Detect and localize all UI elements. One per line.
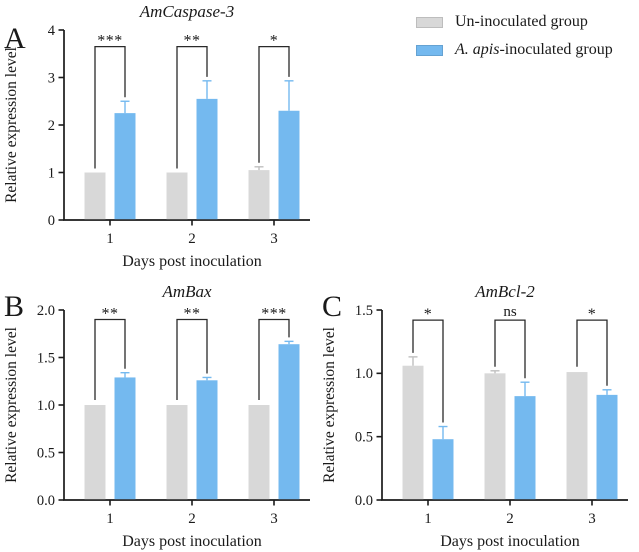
panel-b-chart: AmBax Relative expression level 0.0 0.5 1.0 1… <box>0 280 332 552</box>
significance-bracket <box>494 319 526 379</box>
x-tick-label: 3 <box>588 511 596 527</box>
y-axis-label: Relative expression level <box>3 47 20 203</box>
significance-label: *** <box>261 306 287 323</box>
x-axis-label: Days post inoculation <box>122 533 262 550</box>
legend-label-italic-part: A. apis <box>455 41 500 58</box>
bar-uninoculated <box>166 405 188 500</box>
legend-label-inoculated: A. apis-inoculated group <box>455 41 613 59</box>
bar-uninoculated <box>248 405 270 500</box>
legend-label-uninoculated: Un-inoculated group <box>455 13 588 31</box>
significance-bracket <box>576 319 608 386</box>
panel-letter-c: C <box>322 290 343 323</box>
legend-item-inoculated: A. apis-inoculated group <box>416 36 613 64</box>
panel-letter-b: B <box>4 290 25 323</box>
bar-inoculated <box>432 439 454 500</box>
panel-title: AmBcl-2 <box>474 282 535 301</box>
ambcl2-bar-chart: AmBcl-2 Relative expression level 0.0 0.5 1.… <box>321 282 628 550</box>
y-tick-label: 0.5 <box>37 445 55 461</box>
panel-c-chart: AmBcl-2 Relative expression level 0.0 0.5 1.… <box>318 280 639 552</box>
bar-inoculated <box>196 98 218 220</box>
significance-label: * <box>424 306 433 323</box>
y-tick-label: 1.0 <box>37 398 55 414</box>
bar-inoculated <box>114 377 136 500</box>
y-tick-label: 1.0 <box>355 366 373 382</box>
legend-swatch-uninoculated <box>416 16 443 28</box>
bar-inoculated <box>514 396 536 500</box>
amcaspase3-bar-chart: AmCaspase-3 Relative expression level 0 1 2 3… <box>3 2 310 270</box>
panel-a-chart: AmCaspase-3 Relative expression level 0 1 2 3… <box>0 0 332 278</box>
legend: Un-inoculated group A. apis-inoculated g… <box>416 8 613 64</box>
significance-label: ** <box>102 306 119 323</box>
y-tick-label: 3 <box>48 70 55 86</box>
significance-label: * <box>270 33 279 50</box>
significance-bracket <box>176 318 208 401</box>
panel-letter-a: A <box>4 22 26 55</box>
significance-label: *** <box>97 33 123 50</box>
x-tick-label: 2 <box>188 511 196 527</box>
significance-bracket <box>412 319 444 423</box>
y-tick-label: 1.5 <box>355 303 373 319</box>
legend-item-uninoculated: Un-inoculated group <box>416 8 613 36</box>
bar-inoculated <box>278 344 300 500</box>
bar-inoculated <box>596 394 618 500</box>
x-tick-label: 3 <box>270 511 278 527</box>
x-tick-label: 1 <box>424 511 432 527</box>
significance-label: ** <box>184 306 201 323</box>
x-tick-label: 1 <box>106 511 114 527</box>
bar-uninoculated <box>84 405 106 500</box>
y-tick-label: 0.5 <box>355 429 373 445</box>
significance-bracket <box>176 45 208 169</box>
bar-inoculated <box>196 380 218 500</box>
panel-title: AmBax <box>161 282 212 301</box>
y-tick-label: 1 <box>48 165 55 181</box>
significance-label: ns <box>503 304 517 320</box>
legend-label-rest-part: -inoculated group <box>499 41 613 58</box>
y-axis-label: Relative expression level <box>3 327 20 483</box>
bar-uninoculated <box>166 172 188 220</box>
significance-bracket <box>258 45 290 163</box>
x-tick-label: 3 <box>270 231 278 247</box>
y-tick-label: 2.0 <box>37 303 55 319</box>
y-tick-label: 0.0 <box>37 493 55 509</box>
y-tick-label: 0.0 <box>355 493 373 509</box>
x-axis-label: Days post inoculation <box>122 253 262 270</box>
bar-uninoculated <box>248 170 270 220</box>
legend-label-rest-part: Un-inoculated group <box>455 13 588 30</box>
y-tick-label: 2 <box>48 118 55 134</box>
bar-uninoculated <box>402 365 424 500</box>
legend-swatch-inoculated <box>416 44 443 56</box>
bar-inoculated <box>114 113 136 220</box>
y-tick-label: 1.5 <box>37 350 55 366</box>
ambax-bar-chart: AmBax Relative expression level 0.0 0.5 1.0 1… <box>3 282 310 550</box>
bar-inoculated <box>278 110 300 220</box>
x-tick-label: 2 <box>188 231 196 247</box>
significance-bracket <box>258 318 290 401</box>
bar-uninoculated <box>566 372 588 500</box>
x-tick-label: 2 <box>506 511 514 527</box>
bar-uninoculated <box>84 172 106 220</box>
bar-uninoculated <box>484 373 506 500</box>
significance-bracket <box>94 318 126 401</box>
significance-label: ** <box>184 33 201 50</box>
y-tick-label: 4 <box>48 23 56 39</box>
significance-bracket <box>94 45 126 169</box>
y-tick-label: 0 <box>48 213 55 229</box>
significance-label: * <box>588 306 597 323</box>
y-axis-label: Relative expression level <box>321 327 338 483</box>
x-tick-label: 1 <box>106 231 114 247</box>
panel-title: AmCaspase-3 <box>139 2 234 21</box>
x-axis-label: Days post inoculation <box>440 533 580 550</box>
